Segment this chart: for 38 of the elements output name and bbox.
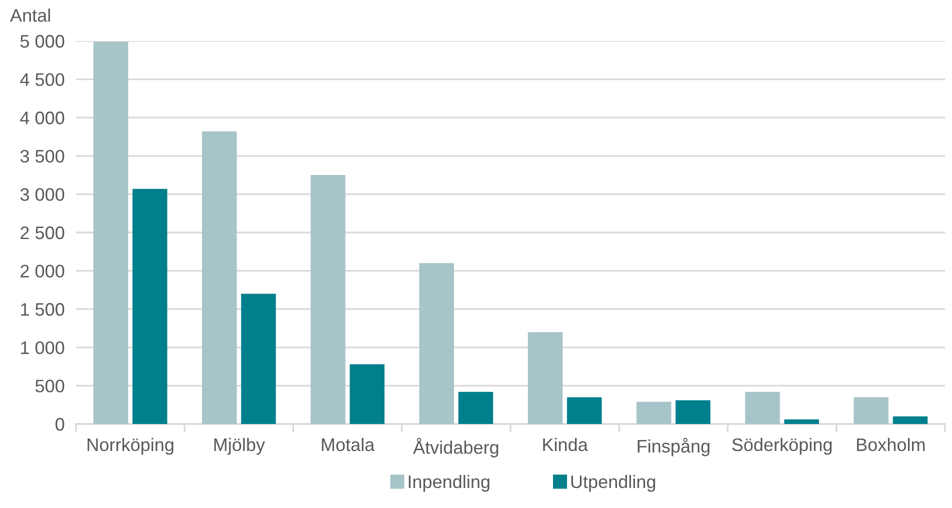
- y-tick-label: 2 500: [20, 226, 64, 240]
- bar: [93, 42, 128, 424]
- y-tick-label: 4 000: [20, 112, 64, 124]
- x-tick-label: Norrköping: [88, 438, 174, 455]
- bar: [636, 402, 672, 424]
- bar: [528, 332, 563, 424]
- bar: [458, 392, 494, 424]
- bar: [241, 294, 276, 424]
- x-tick-label: Kinda: [543, 438, 588, 452]
- x-tick-label: Finspång: [638, 438, 710, 456]
- x-tick-label: Motala: [322, 438, 375, 452]
- bar: [202, 131, 237, 424]
- x-tick-label: Mjölby: [214, 438, 265, 455]
- bar: [566, 397, 602, 424]
- y-tick-label: 3 000: [20, 188, 64, 201]
- bar: [784, 419, 819, 424]
- legend-label: Utpendling: [571, 474, 656, 492]
- bar: [310, 175, 346, 424]
- bar: [892, 416, 928, 424]
- y-tick-label: 4 500: [20, 73, 64, 86]
- y-tick-label: 1 000: [21, 341, 64, 354]
- bar: [132, 188, 168, 424]
- bar: [419, 263, 454, 424]
- y-tick-label: 1 500: [21, 303, 64, 316]
- y-tick-label: 5 000: [20, 34, 64, 48]
- bar: [350, 364, 384, 424]
- x-tick-label: Söderköping: [732, 438, 832, 455]
- bar: [745, 392, 780, 424]
- y-tick-label: 2 000: [20, 264, 64, 278]
- bar: [676, 400, 710, 424]
- x-tick-label: Åtvidaberg: [413, 438, 498, 458]
- y-axis-title: Antal: [10, 8, 50, 22]
- y-tick-label: 500: [35, 380, 64, 392]
- bar: [854, 397, 889, 424]
- x-tick-label: Boxholm: [857, 438, 925, 452]
- y-tick-label: 3 500: [20, 150, 64, 163]
- y-tick-label: 0: [56, 418, 64, 431]
- legend-label: Inpendling: [408, 474, 490, 492]
